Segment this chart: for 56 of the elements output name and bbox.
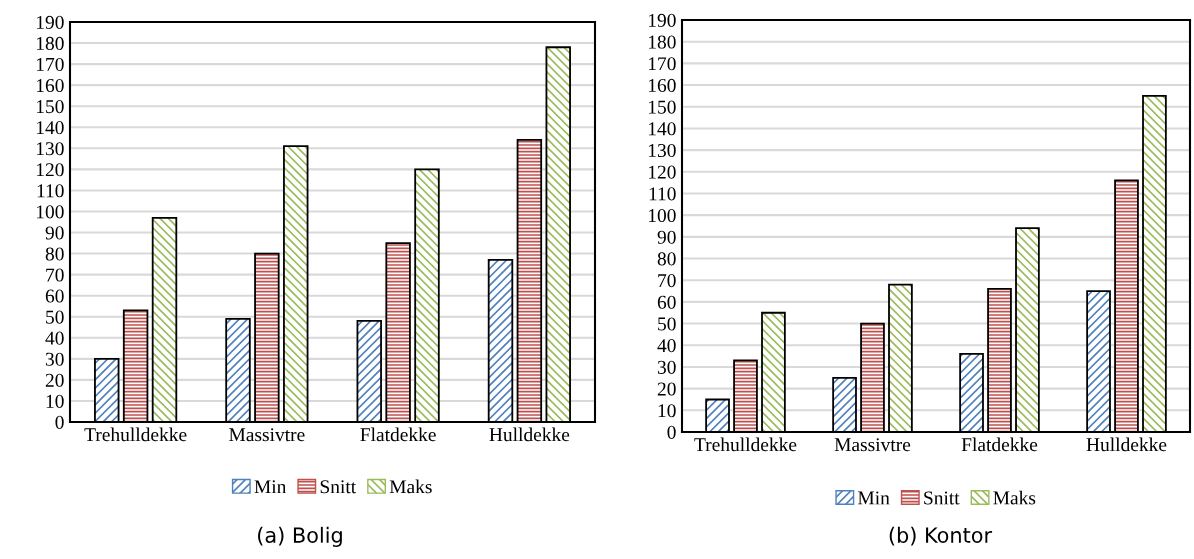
y-tick-label: 60 (657, 295, 676, 309)
y-tick-label: 110 (37, 184, 64, 198)
x-tick-label: Massivtre (229, 428, 305, 442)
y-tick-label: 190 (36, 15, 64, 29)
x-tick-label: Flatdekke (360, 427, 436, 442)
x-tick-label: Trehulldekke (694, 437, 797, 452)
y-tick-label: 120 (648, 165, 676, 179)
y-tick-label: 0 (667, 425, 676, 439)
y-tick-label: 160 (648, 78, 676, 92)
y-tick-label: 180 (648, 35, 676, 49)
legend-label: Min (858, 491, 890, 505)
y-tick-label: 170 (36, 57, 64, 72)
text: (b) Kontor (889, 526, 993, 546)
y-tick-label: 80 (657, 252, 676, 266)
y-tick-label: 70 (46, 268, 64, 282)
y-tick-label: 50 (46, 310, 64, 324)
y-tick-label: 160 (36, 78, 64, 93)
y-tick-label: 100 (648, 208, 676, 223)
y-tick-label: 30 (45, 352, 64, 366)
y-tick-label: 60 (45, 289, 64, 303)
y-tick-label: 30 (657, 360, 676, 374)
y-tick-label: 130 (36, 142, 64, 156)
y-tick-label: 40 (657, 339, 676, 353)
y-tick-label: 190 (648, 13, 676, 27)
legend-label: Snitt (924, 491, 960, 505)
y-tick-label: 110 (649, 187, 676, 201)
x-tick-label: Massivtre (834, 438, 911, 452)
y-tick-label: 150 (36, 100, 64, 114)
y-tick-label: 40 (45, 331, 64, 345)
text: (a) Bolig (258, 526, 342, 547)
y-tick-label: 80 (45, 247, 64, 261)
x-tick-label: Flatdekke (961, 437, 1038, 452)
y-tick-label: 70 (658, 274, 676, 288)
y-tick-label: 0 (55, 415, 64, 429)
y-tick-label: 150 (648, 100, 676, 114)
y-tick-label: 140 (36, 121, 64, 135)
y-tick-label: 20 (45, 373, 64, 387)
y-tick-label: 50 (658, 317, 676, 331)
y-tick-label: 90 (45, 226, 64, 240)
y-tick-label: 140 (648, 122, 676, 136)
x-tick-label: Hulldekke (1086, 437, 1167, 452)
y-tick-label: 10 (46, 394, 64, 408)
y-tick-label: 100 (36, 205, 64, 219)
y-tick-label: 120 (36, 163, 64, 177)
legend-label: Maks (993, 490, 1036, 505)
y-tick-label: 90 (657, 230, 676, 244)
y-tick-label: 180 (36, 36, 64, 50)
y-tick-label: 20 (657, 382, 676, 396)
x-tick-label: Hulldekke (489, 427, 570, 442)
legend-label: Min (254, 480, 287, 494)
x-tick-label: Trehulldekke (84, 427, 187, 442)
legend-label: Snitt (320, 480, 357, 494)
y-tick-label: 130 (648, 143, 676, 158)
y-tick-label: 170 (648, 57, 676, 71)
legend-label: Maks (389, 479, 432, 494)
y-tick-label: 10 (658, 404, 676, 418)
